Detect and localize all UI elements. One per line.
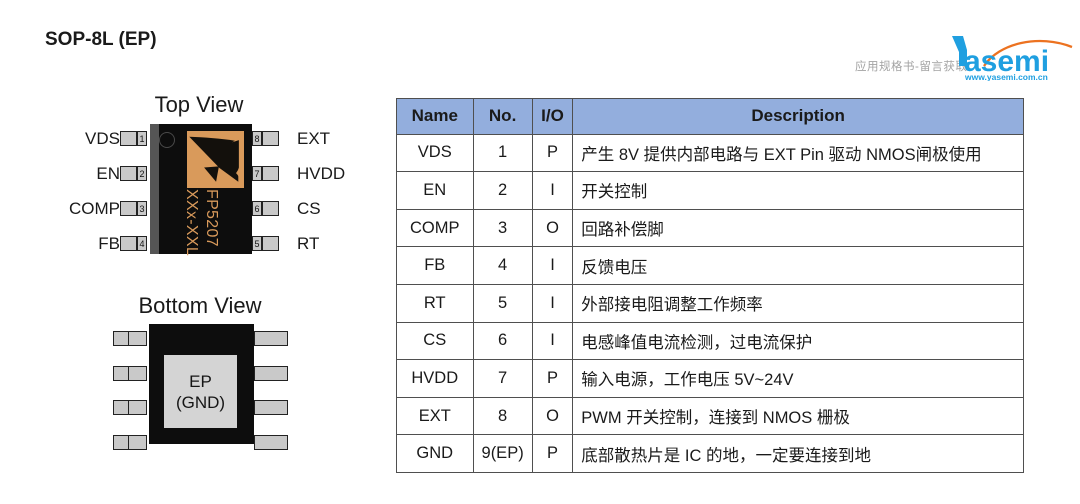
svg-text:www.yasemi.com.cn: www.yasemi.com.cn: [964, 72, 1048, 81]
